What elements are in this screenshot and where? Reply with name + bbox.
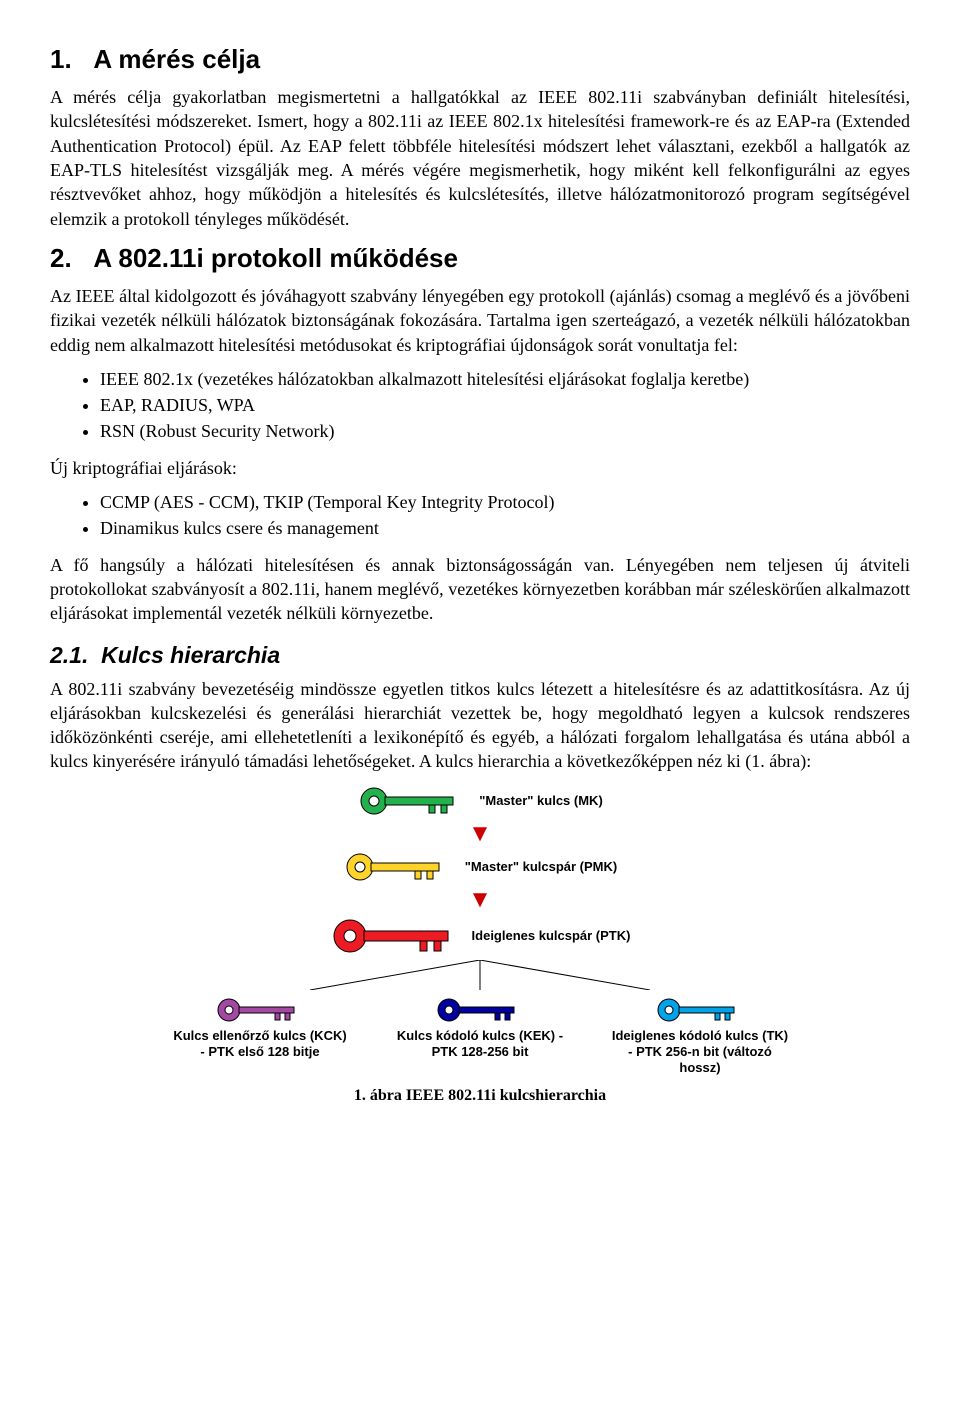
list-item: Dinamikus kulcs csere és management (100, 516, 910, 540)
key-kck-icon (215, 996, 305, 1024)
key-kek-icon (435, 996, 525, 1024)
key-ptk-icon (330, 916, 460, 956)
section2-p2: Új kriptográfiai eljárások: (50, 456, 910, 480)
key-tk-label: Ideiglenes kódoló kulcs (TK) - PTK 256-n… (610, 1028, 790, 1077)
section2-p1: Az IEEE által kidolgozott és jóváhagyott… (50, 284, 910, 357)
section1-p1: A mérés célja gyakorlatban megismertetni… (50, 85, 910, 231)
branch-lines-icon (230, 960, 730, 990)
key-mk-label: "Master" kulcs (MK) (479, 792, 603, 810)
section21-p1: A 802.11i szabvány bevezetéséig mindössz… (50, 677, 910, 774)
list-item: RSN (Robust Security Network) (100, 419, 910, 443)
key-tk-icon (655, 996, 745, 1024)
section2-list2: CCMP (AES - CCM), TKIP (Temporal Key Int… (100, 490, 910, 541)
key-kck-label: Kulcs ellenőrző kulcs (KCK) - PTK első 1… (170, 1028, 350, 1061)
figure-key-hierarchy: "Master" kulcs (MK) ▼ "Master" kulcspár … (50, 784, 910, 1106)
list-item: IEEE 802.1x (vezetékes hálózatokban alka… (100, 367, 910, 391)
heading-2: 2. A 802.11i protokoll működése (50, 241, 910, 276)
arrow-down-icon: ▼ (50, 822, 910, 846)
key-kek-label: Kulcs kódoló kulcs (KEK) - PTK 128-256 b… (390, 1028, 570, 1061)
heading-2-1: 2.1. Kulcs hierarchia (50, 640, 910, 671)
figure-caption: 1. ábra IEEE 802.11i kulcshierarchia (50, 1085, 910, 1107)
heading-1: 1. A mérés célja (50, 42, 910, 77)
arrow-down-icon: ▼ (50, 888, 910, 912)
section2-p3: A fő hangsúly a hálózati hitelesítésen é… (50, 553, 910, 626)
key-pmk-label: "Master" kulcspár (PMK) (465, 858, 617, 876)
section2-list1: IEEE 802.1x (vezetékes hálózatokban alka… (100, 367, 910, 444)
list-item: EAP, RADIUS, WPA (100, 393, 910, 417)
key-mk-icon (357, 784, 467, 818)
key-ptk-label: Ideiglenes kulcspár (PTK) (472, 927, 631, 945)
key-pmk-icon (343, 850, 453, 884)
list-item: CCMP (AES - CCM), TKIP (Temporal Key Int… (100, 490, 910, 514)
